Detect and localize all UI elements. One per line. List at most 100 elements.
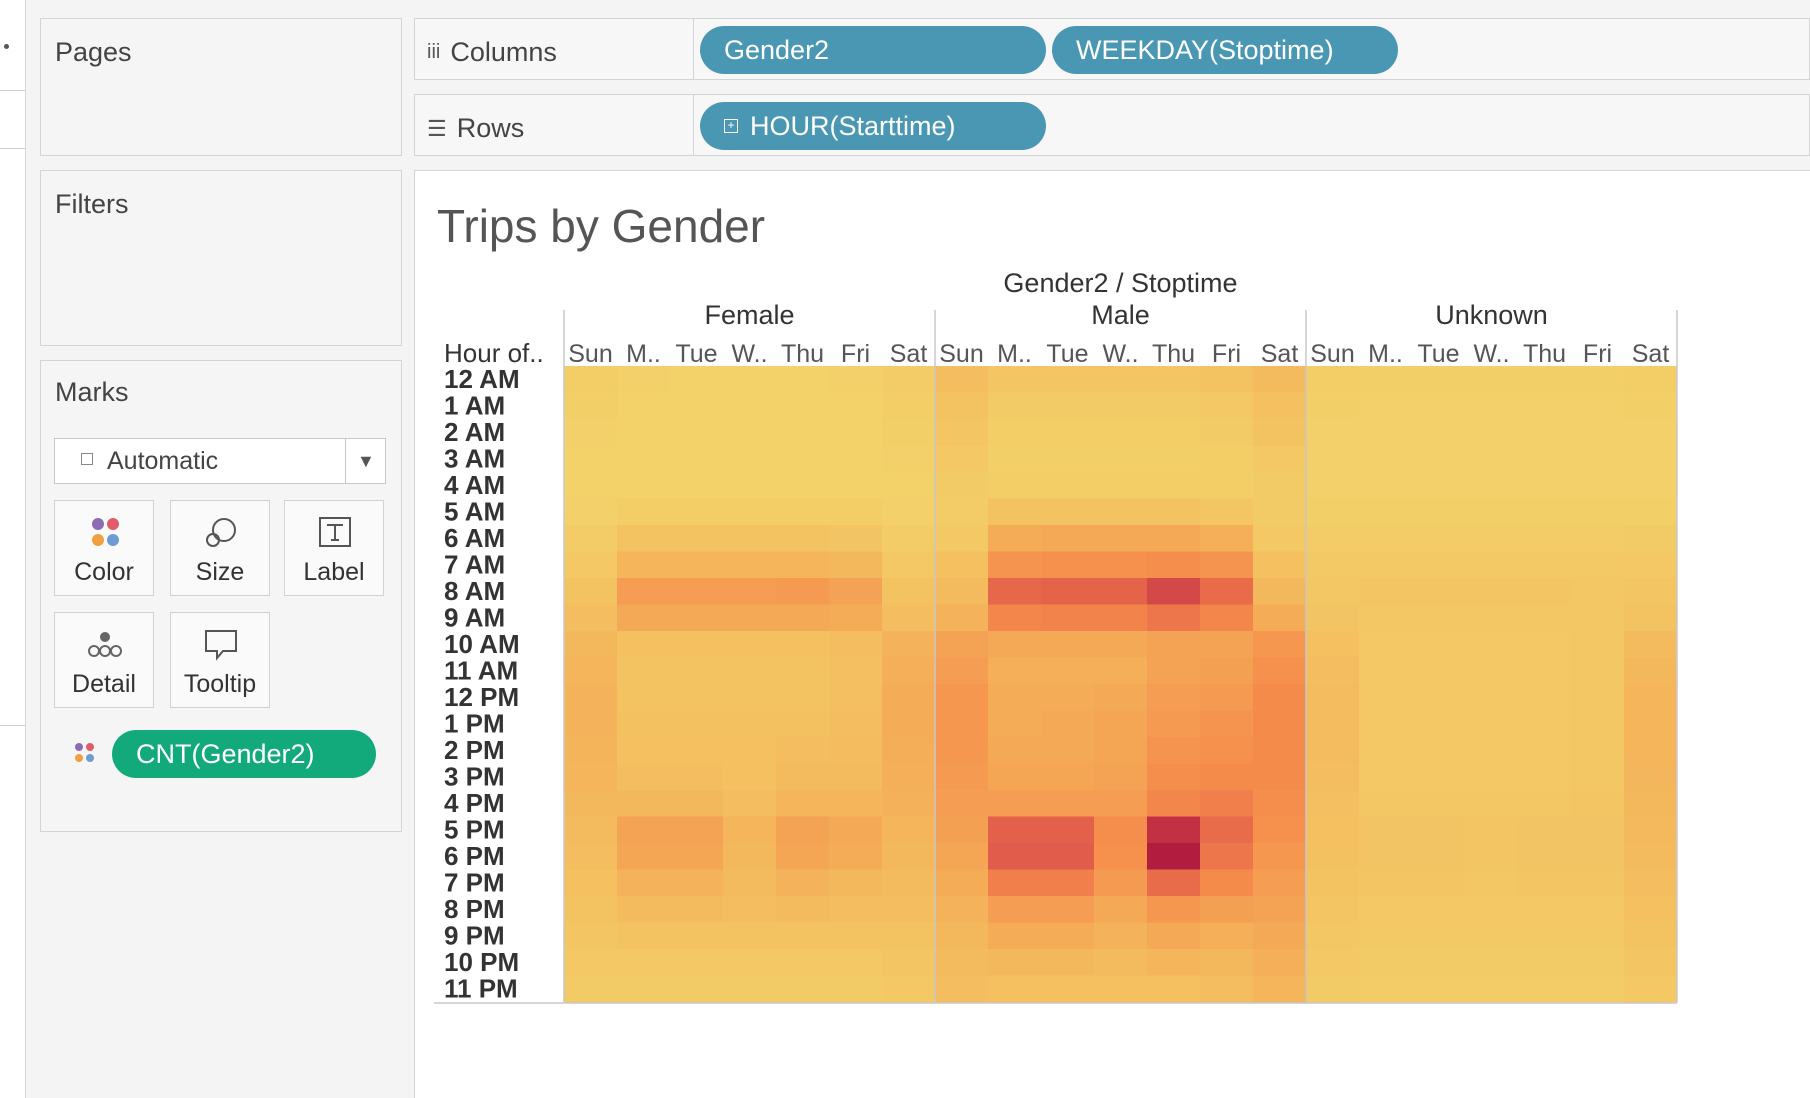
- heatmap-cell: [1306, 869, 1360, 897]
- heatmap-cell: [1147, 445, 1201, 473]
- heatmap-cell: [723, 551, 777, 579]
- heatmap-cell: [776, 445, 830, 473]
- heatmap-cell: [1412, 419, 1466, 446]
- heatmap-cell: [1094, 604, 1148, 632]
- heatmap-cell: [1200, 922, 1254, 950]
- heatmap-cell: [882, 763, 936, 791]
- heatmap-cell: [1306, 763, 1360, 791]
- heatmap-cell: [1094, 816, 1148, 844]
- heatmap-cell: [882, 657, 936, 685]
- hour-starttime-pill[interactable]: + HOUR(Starttime): [700, 102, 1046, 150]
- heatmap-cell: [1253, 525, 1307, 552]
- hour-label: 12 PM: [444, 682, 519, 712]
- hour-label: 1 PM: [444, 709, 505, 739]
- rows-shelf[interactable]: ☰ Rows: [414, 94, 1810, 156]
- heatmap-cell: [564, 896, 618, 923]
- heatmap-cell: [1306, 657, 1360, 685]
- heatmap-cell: [1306, 922, 1360, 950]
- square-mark-icon: [81, 453, 93, 465]
- heatmap-cell: [988, 843, 1042, 870]
- heatmap-cell: [776, 604, 830, 632]
- day-label: Sat: [890, 340, 928, 368]
- heatmap-cell: [670, 922, 724, 950]
- heatmap-cell: [1518, 684, 1572, 711]
- heatmap-cell: [829, 578, 883, 605]
- heatmap-cell: [1465, 551, 1519, 579]
- heatmap-cell: [1359, 737, 1413, 764]
- heatmap-cell: [617, 445, 671, 473]
- heatmap-cell: [1624, 737, 1678, 764]
- heatmap-cell: [1147, 922, 1201, 950]
- hour-label: 4 PM: [444, 788, 505, 818]
- heatmap-cell: [1253, 790, 1307, 817]
- heatmap-cell: [1465, 366, 1519, 393]
- day-label: W..: [731, 340, 767, 368]
- heatmap-cell: [723, 896, 777, 923]
- heatmap-cell: [1200, 843, 1254, 870]
- heatmap-cell: [1465, 631, 1519, 658]
- cnt-gender2-pill[interactable]: CNT(Gender2): [112, 730, 376, 778]
- size-card-label: Size: [195, 558, 245, 586]
- hour-label: 2 AM: [444, 417, 505, 447]
- heatmap-cell: [882, 922, 936, 950]
- heatmap-cell: [1041, 737, 1095, 764]
- divider: [0, 725, 26, 726]
- pages-panel[interactable]: Pages: [40, 18, 402, 156]
- chevron-down-icon[interactable]: ▼: [357, 451, 375, 471]
- heatmap-cell: [617, 578, 671, 605]
- heatmap-cell: [670, 763, 724, 791]
- heatmap-cell: [1359, 975, 1413, 1003]
- detail-card[interactable]: Detail: [54, 612, 154, 708]
- heatmap-cell: [1147, 896, 1201, 923]
- heatmap-cell: [1624, 392, 1678, 420]
- heatmap-cell: [1359, 472, 1413, 499]
- heatmap-cell: [1041, 498, 1095, 526]
- heatmap-cell: [1094, 975, 1148, 1003]
- rows-label: Rows: [456, 113, 525, 143]
- heatmap-cell: [670, 419, 724, 446]
- filters-panel[interactable]: Filters: [40, 170, 402, 346]
- row-header: Hour of..: [444, 338, 544, 368]
- heatmap-cell: [1306, 710, 1360, 738]
- hour-label: 9 AM: [444, 603, 505, 633]
- heatmap-cell: [1200, 366, 1254, 393]
- heatmap-cell: [1412, 578, 1466, 605]
- heatmap-cell: [1412, 790, 1466, 817]
- heatmap-cell: [935, 472, 989, 499]
- collapse-icon[interactable]: [4, 44, 9, 49]
- heatmap-cell: [776, 366, 830, 393]
- tooltip-card[interactable]: Tooltip: [170, 612, 270, 708]
- heatmap-cell: [1518, 816, 1572, 844]
- heatmap-cell: [1306, 366, 1360, 393]
- heatmap-cell: [829, 657, 883, 685]
- size-card[interactable]: Size: [170, 500, 270, 596]
- heatmap-cell: [882, 498, 936, 526]
- detail-card-label: Detail: [72, 670, 136, 698]
- heatmap-cell: [670, 604, 724, 632]
- weekday-stoptime-pill[interactable]: WEEKDAY(Stoptime): [1052, 26, 1398, 74]
- heatmap-cell: [723, 604, 777, 632]
- heatmap-cell: [1306, 843, 1360, 870]
- heatmap-cell: [1359, 631, 1413, 658]
- heatmap-cell: [1465, 604, 1519, 632]
- heatmap-cell: [776, 975, 830, 1003]
- heatmap-cell: [882, 843, 936, 870]
- gender2-pill[interactable]: Gender2: [700, 26, 1046, 74]
- heatmap-cell: [1253, 604, 1307, 632]
- label-card[interactable]: Label: [284, 500, 384, 596]
- columns-icon: iii: [427, 41, 441, 63]
- heatmap-cell: [882, 445, 936, 473]
- mark-type-dropdown[interactable]: Automatic ▼: [54, 438, 386, 484]
- heatmap-cell: [1412, 896, 1466, 923]
- color-card[interactable]: Color: [54, 500, 154, 596]
- heatmap-cell: [1412, 816, 1466, 844]
- day-label: M..: [997, 340, 1032, 368]
- heatmap-cell: [1412, 949, 1466, 976]
- heatmap-cell: [1518, 843, 1572, 870]
- heatmap-cell: [882, 392, 936, 420]
- heatmap-cell: [1253, 843, 1307, 870]
- heatmap-cell: [1624, 551, 1678, 579]
- heatmap-cell: [1412, 922, 1466, 950]
- heatmap-cell: [564, 975, 618, 1003]
- day-label: Sun: [939, 340, 983, 368]
